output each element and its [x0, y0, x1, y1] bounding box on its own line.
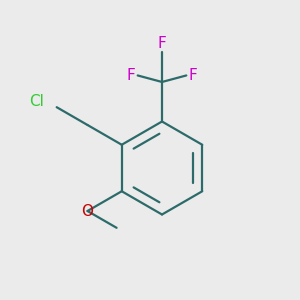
- Text: F: F: [127, 68, 135, 83]
- Text: F: F: [158, 36, 166, 51]
- Text: F: F: [189, 68, 197, 83]
- Text: Cl: Cl: [30, 94, 44, 110]
- Text: O: O: [82, 203, 94, 218]
